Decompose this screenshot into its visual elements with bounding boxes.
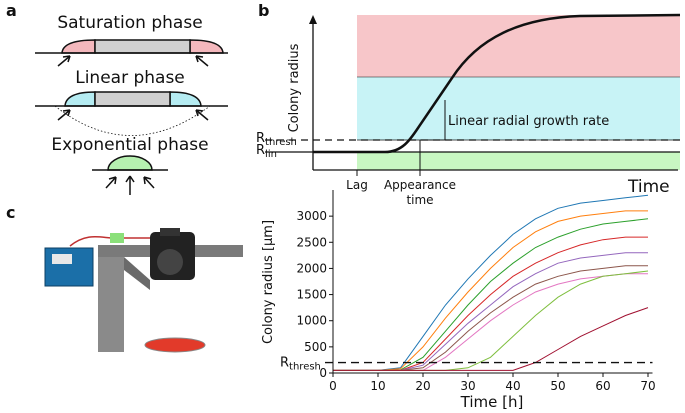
annotation: Lag bbox=[346, 178, 368, 192]
y-tick-label: 0 bbox=[319, 366, 327, 380]
annotation: Appearance bbox=[384, 178, 456, 192]
x-tick-label: 30 bbox=[460, 379, 475, 393]
panel-a: Saturation phase Linear phase Exponentia… bbox=[35, 13, 228, 195]
series-line bbox=[333, 194, 649, 371]
phase-label: Linear phase bbox=[75, 68, 185, 88]
growth-chart: Colony radius [μm] Time [h] Rthresh 0500… bbox=[261, 190, 656, 411]
phase-label: Exponential phase bbox=[51, 135, 208, 155]
series-line bbox=[333, 307, 649, 371]
axis-label: Colony radius [μm] bbox=[261, 220, 276, 344]
y-tick-label: 1000 bbox=[296, 314, 327, 328]
annotation: time bbox=[406, 193, 433, 207]
series-line bbox=[333, 218, 649, 371]
threshold-label: Rthresh bbox=[280, 356, 321, 373]
x-tick-label: 0 bbox=[329, 379, 337, 393]
phase-label: Saturation phase bbox=[57, 13, 202, 33]
panel-b: Linear radial growth rate Colony radius … bbox=[256, 13, 681, 207]
annotation: Rlin bbox=[256, 143, 277, 160]
x-tick-label: 50 bbox=[550, 379, 565, 393]
series-line bbox=[333, 236, 648, 371]
axis-label: Time [h] bbox=[460, 393, 524, 411]
series-line bbox=[333, 210, 648, 371]
y-tick-label: 2000 bbox=[296, 261, 327, 275]
panel-c bbox=[44, 228, 243, 353]
series-line bbox=[333, 273, 648, 371]
axis-label: Time bbox=[627, 177, 670, 197]
x-tick-label: 20 bbox=[415, 379, 430, 393]
axis-label: Colony radius bbox=[287, 43, 302, 132]
y-tick-label: 1500 bbox=[296, 288, 327, 302]
y-tick-label: 500 bbox=[304, 340, 327, 354]
x-tick-label: 60 bbox=[595, 379, 610, 393]
y-tick-label: 3000 bbox=[296, 209, 327, 223]
y-tick-label: 2500 bbox=[296, 235, 327, 249]
panel-label: b bbox=[258, 1, 269, 20]
annotation: Linear radial growth rate bbox=[448, 114, 609, 129]
x-tick-label: 10 bbox=[370, 379, 385, 393]
panel-label: a bbox=[6, 1, 17, 20]
x-tick-label: 40 bbox=[505, 379, 520, 393]
panel-label: c bbox=[6, 203, 15, 222]
series-line bbox=[333, 252, 648, 371]
x-tick-label: 70 bbox=[640, 379, 655, 393]
annotation: Rthresh bbox=[256, 131, 297, 148]
